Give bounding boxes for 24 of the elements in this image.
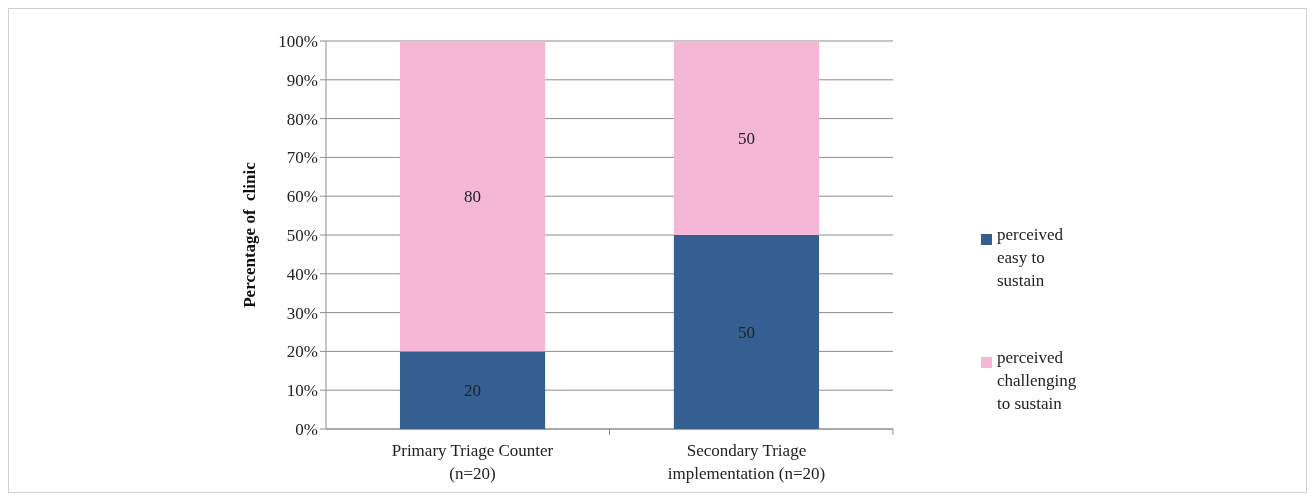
y-tick-label: 70% xyxy=(286,148,318,168)
legend-label: perceived challenging to sustain xyxy=(997,348,1077,413)
y-tick-label: 50% xyxy=(286,225,318,245)
bar xyxy=(673,235,820,429)
y-tick-label: 40% xyxy=(286,264,318,284)
y-tick-label: 100% xyxy=(278,31,318,51)
x-tick-label: Primary Triage Counter (n=20) xyxy=(391,441,554,483)
y-tick-label: 0% xyxy=(295,419,318,439)
y-tick-label: 20% xyxy=(286,342,318,362)
x-tick-label: Secondary Triage implementation (n=20) xyxy=(667,441,826,483)
y-tick-label: 90% xyxy=(286,70,318,90)
bar xyxy=(399,41,546,352)
y-tick-label: 30% xyxy=(286,303,318,323)
data-label: 20 xyxy=(464,381,482,401)
y-tick-label: 10% xyxy=(286,381,318,401)
data-label: 50 xyxy=(737,322,755,342)
legend-label: perceived easy to sustain xyxy=(997,225,1064,290)
data-label: 80 xyxy=(464,187,482,207)
y-tick-label: 60% xyxy=(286,187,318,207)
data-label: 50 xyxy=(737,128,755,148)
bar xyxy=(673,41,820,235)
y-tick-label: 80% xyxy=(286,109,318,129)
y-axis-title: Percentage of clinic xyxy=(240,161,259,308)
bar xyxy=(399,351,546,429)
